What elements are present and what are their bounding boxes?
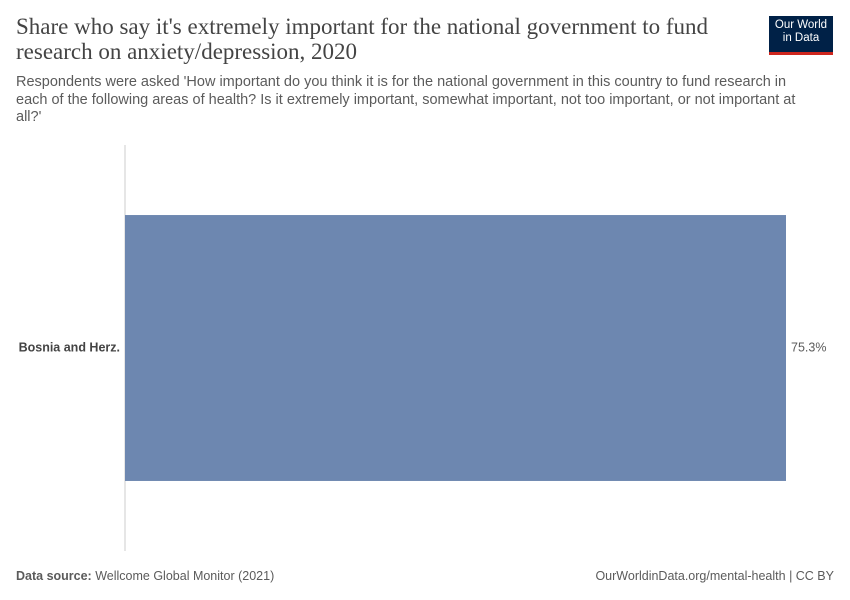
- logo[interactable]: Our World in Data: [769, 16, 833, 55]
- chart-subtitle: Respondents were asked 'How important do…: [16, 74, 796, 125]
- logo-line: in Data: [782, 32, 820, 44]
- source: Data source: Wellcome Global Monitor (20…: [16, 569, 274, 583]
- category-label: Bosnia and Herz.: [19, 340, 120, 354]
- source-label: Data source:: [16, 569, 92, 583]
- chart: Bosnia and Herz. 75.3%: [19, 145, 826, 551]
- source-text: Wellcome Global Monitor (2021): [95, 569, 275, 583]
- chart-title: Share who say it's extremely important f…: [16, 14, 709, 64]
- value-label: 75.3%: [791, 340, 826, 354]
- credit[interactable]: OurWorldinData.org/mental-health | CC BY: [595, 569, 834, 583]
- bar: [125, 215, 786, 481]
- logo-line: Our World: [774, 19, 828, 31]
